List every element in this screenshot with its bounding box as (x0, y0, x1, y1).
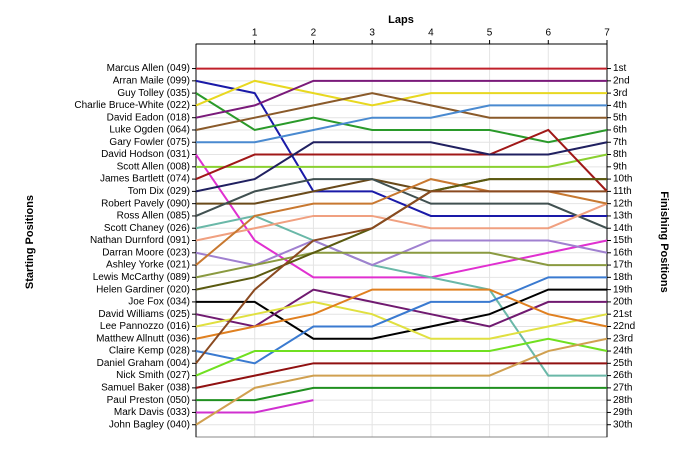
x-tick-label: 4 (428, 28, 434, 39)
position-line (195, 79, 607, 217)
y-tick-label: David Hodson (031) (101, 149, 190, 160)
position-line (195, 214, 607, 377)
position-line (195, 288, 607, 328)
position-line (195, 92, 607, 131)
position-line (195, 79, 607, 119)
position-line (196, 386, 607, 402)
y-tick-label: Matthew Allnutt (036) (96, 333, 190, 344)
position-line (195, 300, 608, 340)
y2-tick-label: 6th (613, 125, 627, 136)
y2-tick-label: 27th (613, 383, 632, 394)
y2-tick-label: 13th (613, 211, 632, 222)
y2-tick-label: 7th (613, 137, 627, 148)
y-tick-label: Arran Maile (099) (113, 75, 190, 86)
y2-tick-label: 24th (613, 346, 632, 357)
x-tick-label: 2 (311, 28, 317, 39)
y2-tick-label: 12th (613, 198, 632, 209)
y-tick-label: Marcus Allen (049) (107, 63, 190, 74)
y2-tick-label: 16th (613, 247, 632, 258)
position-line (195, 337, 608, 377)
position-line (195, 202, 608, 242)
y-tick-label: Claire Kemp (028) (109, 346, 190, 357)
y2-tick-label: 2nd (613, 75, 630, 86)
y2-tick-label: 17th (613, 260, 632, 271)
y-tick-label: Ross Allen (085) (117, 211, 190, 222)
position-line (195, 128, 608, 193)
x-tick-label: 7 (604, 28, 610, 39)
position-line (196, 153, 608, 168)
position-line (195, 362, 607, 389)
y-tick-label: Scott Allen (008) (117, 161, 190, 172)
position-line (195, 190, 607, 364)
y2-tick-label: 11th (613, 186, 632, 197)
y2-tick-label: 18th (613, 272, 632, 283)
y2-tick-label: 23rd (613, 333, 633, 344)
y-tick-label: Mark Davis (033) (114, 407, 190, 418)
y2-tick-label: 8th (613, 149, 627, 160)
y-tick-label: David Williams (025) (98, 309, 190, 320)
y2-tick-label: 10th (613, 174, 632, 185)
y-tick-label: Scott Chaney (026) (104, 223, 190, 234)
y2-tick-label: 3rd (613, 88, 627, 99)
position-line (195, 251, 607, 279)
y-tick-label: John Bagley (040) (109, 419, 190, 430)
x-tick-label: 1 (252, 28, 258, 39)
y-tick-label: Lee Pannozzo (016) (100, 321, 190, 332)
y-tick-label: Nathan Durnford (091) (90, 235, 190, 246)
y2-tick-label: 1st (613, 63, 627, 74)
y-tick-label: David Eadon (018) (107, 112, 190, 123)
y-tick-label: Joe Fox (034) (128, 297, 190, 308)
y-tick-label: Robert Pavely (090) (101, 198, 190, 209)
y-tick-label: Lewis McCarthy (089) (93, 272, 190, 283)
position-line (195, 288, 608, 340)
y2-tick-label: 19th (613, 284, 632, 295)
position-line (195, 337, 608, 426)
position-line (196, 288, 607, 340)
y2-tick-label: 25th (613, 358, 632, 369)
position-line (195, 141, 608, 193)
y-tick-label: Helen Gardiner (020) (96, 284, 190, 295)
y2-tick-label: 30th (613, 419, 632, 430)
y-tick-label: Samuel Baker (038) (101, 383, 190, 394)
y2-tick-label: 15th (613, 235, 632, 246)
y2-tick-label: 29th (613, 407, 632, 418)
x-tick-label: 6 (546, 28, 552, 39)
y2-axis-label: Finishing Positions (658, 191, 670, 292)
y2-tick-label: 14th (613, 223, 632, 234)
y-tick-label: Luke Ogden (064) (109, 125, 190, 136)
y2-tick-label: 4th (613, 100, 627, 111)
position-line (195, 276, 607, 365)
x-tick-label: 5 (487, 28, 493, 39)
y2-tick-label: 22nd (613, 321, 635, 332)
x-tick-label: 3 (369, 28, 375, 39)
y-tick-label: Charlie Bruce-White (022) (74, 100, 190, 111)
y2-tick-label: 26th (613, 370, 632, 381)
y2-tick-label: 20th (613, 297, 632, 308)
y-tick-label: Guy Tolley (035) (117, 88, 190, 99)
y2-tick-label: 21st (613, 309, 632, 320)
y-tick-label: Ashley Yorke (021) (106, 260, 190, 271)
position-line (195, 92, 608, 144)
y-tick-label: Daniel Graham (004) (97, 358, 190, 369)
y-tick-label: Paul Preston (050) (107, 395, 190, 406)
y2-tick-label: 28th (613, 395, 632, 406)
y-tick-label: Tom Dix (029) (128, 186, 190, 197)
y2-tick-label: 5th (613, 112, 627, 123)
y-tick-label: Gary Fowler (075) (109, 137, 190, 148)
position-line (195, 153, 608, 279)
y-tick-label: Nick Smith (027) (116, 370, 190, 381)
y-tick-label: Darran Moore (023) (102, 247, 190, 258)
position-line (196, 104, 607, 144)
y-tick-label: James Bartlett (074) (100, 174, 190, 185)
chart-title: Laps (388, 14, 414, 26)
y-axis-label: Starting Positions (24, 195, 36, 289)
y2-tick-label: 9th (613, 161, 627, 172)
